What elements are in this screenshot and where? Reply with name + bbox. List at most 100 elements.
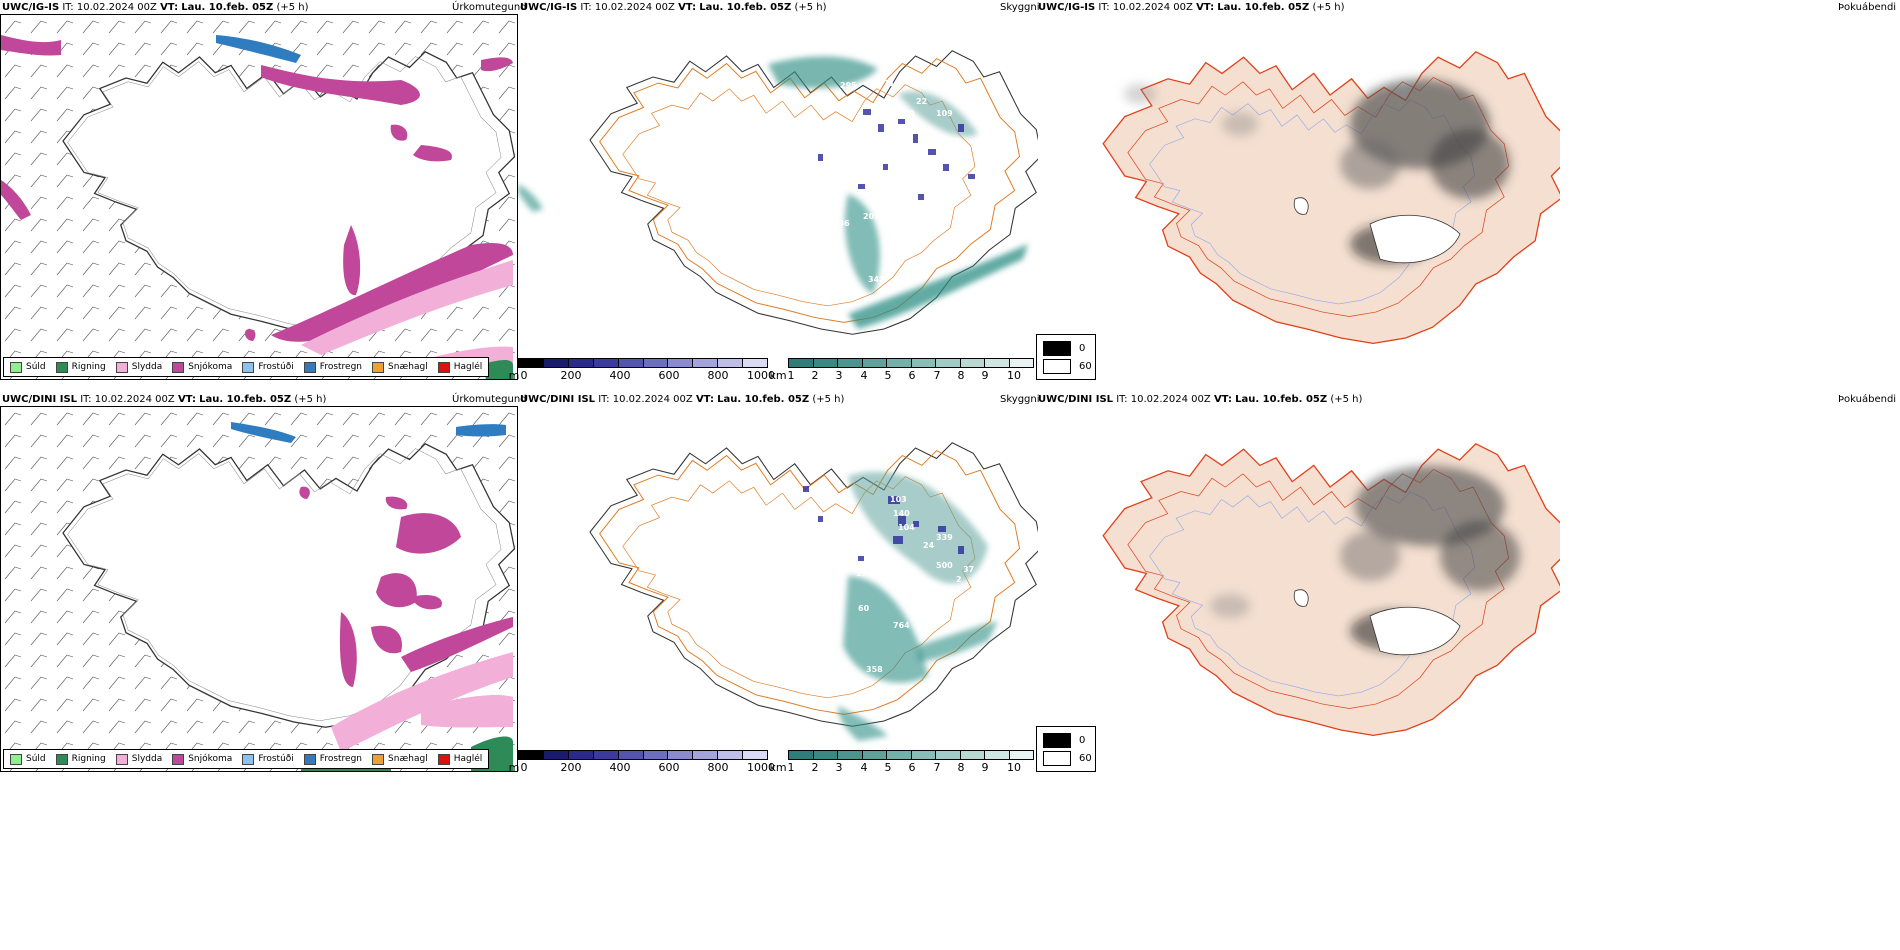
- scale-cell: [543, 359, 569, 367]
- svg-text:109: 109: [936, 109, 953, 118]
- title-top-fog: Þokuábendi: [1838, 2, 1897, 13]
- title-top-precip: Úrkomutegund: [452, 2, 527, 13]
- svg-text:60: 60: [858, 604, 870, 613]
- scale-cell: [1009, 359, 1033, 367]
- scale-cell: [593, 751, 619, 759]
- legend-swatch: [172, 361, 185, 373]
- scale-cell: [936, 359, 961, 367]
- legend-swatch: [172, 753, 185, 765]
- svg-text:500: 500: [936, 561, 953, 570]
- glaciers-bottom: [1293, 589, 1461, 656]
- vis-labels-top: 295 871 22 140 109 120 105 116 136 209 2…: [833, 79, 960, 284]
- scale-cell: [960, 751, 985, 759]
- legend-swatch: [437, 753, 450, 765]
- title-bottom-fog: Þokuábendi: [1838, 394, 1897, 405]
- scale-cell: [593, 359, 619, 367]
- precip-legend-bottom: Súld Rigning Slydda Snjókoma Frostúði Fr…: [3, 749, 490, 769]
- legend-swatch: [303, 361, 316, 373]
- precip-panel-top: Súld Rigning Slydda Snjókoma Frostúði Fr…: [0, 14, 518, 380]
- svg-text:17: 17: [856, 569, 867, 578]
- svg-text:136: 136: [833, 219, 850, 228]
- scale-cell: [887, 359, 912, 367]
- sleet-areas-bottom: [331, 652, 513, 752]
- vis-fog-bottom: [838, 471, 998, 741]
- scale-cell: [643, 751, 669, 759]
- fog-map-bottom: [1102, 443, 1560, 737]
- svg-text:104: 104: [898, 523, 915, 532]
- scale-km-top: km 1 2 3 4 5 6 7 8 9 10: [769, 358, 1034, 382]
- legend-swatch: [437, 361, 450, 373]
- scale-cell: [693, 359, 719, 367]
- header-bottom-vis: UWC/DINI ISL IT: 10.02.2024 00Z VT: Lau.…: [520, 394, 845, 405]
- svg-text:105: 105: [913, 167, 930, 176]
- svg-text:342: 342: [868, 275, 885, 284]
- scale-cell: [568, 751, 594, 759]
- scale-cell: [543, 751, 569, 759]
- frzrain-areas-top: [216, 35, 301, 63]
- svg-text:24: 24: [923, 541, 935, 550]
- vis-labels-bottom: 108 103 140 104 339 24 500 37 2 480 403 …: [818, 489, 974, 674]
- vis-navy-spots-top: [818, 109, 975, 200]
- fog-shading-bottom: [1210, 466, 1520, 651]
- svg-text:116: 116: [943, 137, 960, 146]
- svg-text:339: 339: [936, 533, 953, 542]
- scale-cell: [668, 751, 694, 759]
- svg-text:22: 22: [916, 97, 927, 106]
- scale-cell: [813, 751, 838, 759]
- svg-text:403: 403: [933, 593, 950, 602]
- scale-cell: [789, 359, 814, 367]
- legend-swatch: [372, 753, 385, 765]
- legend-swatch: [10, 753, 22, 765]
- scale-cell: [838, 359, 863, 367]
- precip-legend-top: Súld Rigning Slydda Snjókoma Frostúði Fr…: [3, 357, 490, 377]
- scale-cell: [813, 359, 838, 367]
- legend-swatch: [115, 361, 128, 373]
- legend-swatch: [242, 361, 255, 373]
- scale-cell: [936, 751, 961, 759]
- svg-text:140: 140: [898, 109, 915, 118]
- svg-text:871: 871: [878, 79, 895, 88]
- vis-map-bottom: 108 103 140 104 339 24 500 37 2 480 403 …: [589, 442, 1038, 741]
- svg-text:2: 2: [956, 575, 962, 584]
- vis-panel-top: 295 871 22 140 109 120 105 116 136 209 2…: [518, 14, 1038, 374]
- scale-cell: [911, 751, 936, 759]
- svg-text:295: 295: [840, 81, 857, 90]
- legend-swatch: [55, 361, 68, 373]
- scale-km-bottom: km 1 2 3 4 5 6 7 8 9 10: [769, 750, 1034, 774]
- svg-text:209: 209: [863, 212, 880, 221]
- precip-panel-bottom: Súld Rigning Slydda Snjókoma Frostúði Fr…: [0, 406, 518, 772]
- scale-cell: [643, 359, 669, 367]
- header-top-precip: UWC/IG-IS IT: 10.02.2024 00Z VT: Lau. 10…: [2, 2, 309, 13]
- scale-cell: [519, 359, 544, 367]
- legend-swatch: [372, 361, 385, 373]
- scale-cell: [985, 359, 1010, 367]
- scale-m-bottom: m 0 200 400 600 800 1000: [509, 750, 775, 774]
- precip-map-bottom: [1, 407, 517, 771]
- title-top-vis: Skyggni: [1000, 2, 1040, 13]
- frzrain-areas-bottom: [231, 422, 506, 443]
- scale-cell: [960, 359, 985, 367]
- fog-legend-top: 0 60: [1036, 334, 1096, 380]
- scale-cell: [862, 359, 887, 367]
- glaciers-top: [1293, 197, 1461, 264]
- svg-text:480: 480: [906, 585, 923, 594]
- scale-cell: [838, 751, 863, 759]
- scale-cell: [519, 751, 544, 759]
- snow-areas-bottom: [299, 486, 513, 687]
- scale-cell: [618, 751, 644, 759]
- legend-swatch: [10, 361, 22, 373]
- fog-panel-bottom: [1040, 406, 1560, 766]
- legend-swatch: [115, 753, 128, 765]
- snow-areas-top: [1, 35, 513, 342]
- scale-cell: [789, 751, 814, 759]
- svg-text:108: 108: [818, 489, 835, 498]
- header-bottom-precip: UWC/DINI ISL IT: 10.02.2024 00Z VT: Lau.…: [2, 394, 327, 405]
- svg-text:407: 407: [915, 606, 932, 615]
- fog-legend-bottom: 0 60: [1036, 726, 1096, 772]
- title-bottom-vis: Skyggni: [1000, 394, 1040, 405]
- precip-map-top: [1, 15, 517, 379]
- scale-m-top: m 0 200 400 600 800 1000: [509, 358, 775, 382]
- svg-text:140: 140: [893, 509, 910, 518]
- legend-swatch: [303, 753, 316, 765]
- vis-panel-bottom: 108 103 140 104 339 24 500 37 2 480 403 …: [518, 406, 1038, 766]
